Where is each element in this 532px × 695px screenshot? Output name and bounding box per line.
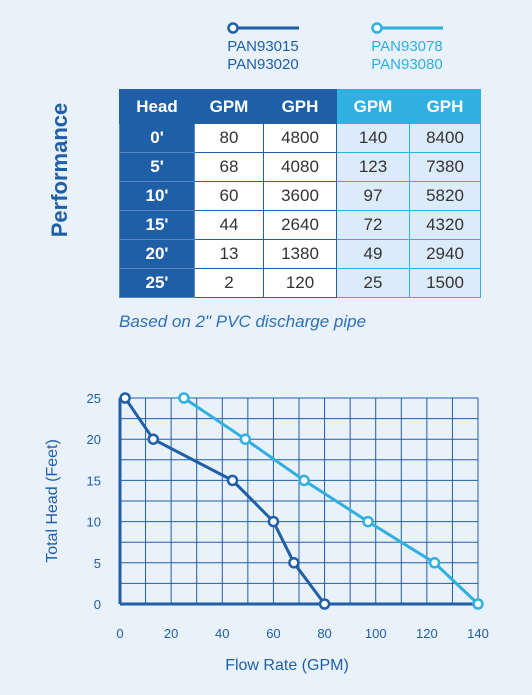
data-point: [428, 557, 441, 569]
legend-model: PAN93015: [227, 38, 299, 55]
table-cell: 49: [336, 239, 410, 269]
table-cell: 3600: [263, 181, 337, 211]
head-cell: 0': [119, 123, 195, 153]
table-row: 0' 80 4800 140 8400: [119, 123, 481, 153]
legend-model: PAN93080: [371, 56, 443, 73]
table-cell: 4800: [263, 123, 337, 153]
y-tick-label: 20: [87, 432, 101, 447]
table-cell: 97: [336, 181, 410, 211]
table-cell: 5820: [409, 181, 481, 211]
header-gpm: GPM: [194, 89, 264, 124]
table-cell: 80: [194, 123, 264, 153]
y-tick-label: 10: [87, 515, 101, 530]
header-gpm: GPM: [336, 89, 410, 124]
y-tick-label: 5: [94, 556, 101, 571]
table-cell: 2: [194, 268, 264, 298]
head-cell: 5': [119, 152, 195, 182]
table-cell: 1500: [409, 268, 481, 298]
table-cell: 44: [194, 210, 264, 240]
table-cell: 4080: [263, 152, 337, 182]
header-gph: GPH: [409, 89, 481, 124]
table-cell: 2640: [263, 210, 337, 240]
table-cell: 2940: [409, 239, 481, 269]
legend-line-icon: [371, 22, 443, 34]
side-title: Performance: [47, 102, 72, 238]
table-cell: 123: [336, 152, 410, 182]
series-line-2: [183, 396, 480, 606]
y-tick-label: 15: [87, 473, 101, 488]
data-point: [119, 392, 131, 404]
table-cell: 60: [194, 181, 264, 211]
x-tick-label: 100: [365, 626, 387, 641]
table-header-row: Head GPM GPH GPM GPH: [119, 89, 481, 124]
y-axis-label: Total Head (Feet): [44, 439, 61, 563]
data-point: [288, 557, 300, 569]
series-line-1: [123, 397, 326, 605]
x-tick-label: 20: [164, 626, 178, 641]
table-row: 25' 2 120 25 1500: [119, 268, 481, 298]
x-tick-label: 80: [317, 626, 331, 641]
table-row: 10' 60 3600 97 5820: [119, 181, 481, 211]
data-point: [362, 515, 374, 528]
head-cell: 20': [119, 239, 195, 269]
data-point: [239, 433, 252, 445]
pipe-note: Based on 2" PVC discharge pipe: [119, 312, 367, 331]
table-cell: 68: [194, 152, 264, 182]
data-point: [472, 598, 484, 610]
table-cell: 72: [336, 210, 410, 240]
legend-line-icon: [227, 22, 299, 34]
table-cell: 7380: [409, 152, 481, 182]
legend-model: PAN93020: [227, 56, 299, 73]
data-point: [226, 474, 239, 487]
performance-table: Head GPM GPH GPM GPH 0' 80 4800 140 8400…: [119, 89, 481, 298]
legend-series-1: PAN93015 PAN93020: [218, 22, 308, 74]
x-tick-label: 60: [266, 626, 280, 641]
data-point: [298, 474, 310, 487]
y-tick-label: 25: [87, 391, 101, 406]
table-cell: 25: [336, 268, 410, 298]
legend-series-2: PAN93078 PAN93080: [362, 22, 452, 74]
performance-chart: 0 20 40 60 80 100 120 140 0 5 10 15 20 25 Flow Rate (G…: [44, 391, 489, 674]
data-point: [318, 598, 331, 610]
head-cell: 25': [119, 268, 195, 298]
data-point: [267, 515, 280, 528]
x-tick-label: 140: [467, 626, 489, 641]
x-tick-label: 120: [416, 626, 438, 641]
table-cell: 4320: [409, 210, 481, 240]
x-axis-label: Flow Rate (GPM): [225, 657, 349, 674]
table-cell: 13: [194, 239, 264, 269]
table-row: 5' 68 4080 123 7380: [119, 152, 481, 182]
header-head: Head: [119, 89, 195, 124]
y-tick-label: 0: [94, 597, 101, 612]
table-row: 15' 44 2640 72 4320: [119, 210, 481, 240]
data-point: [178, 392, 190, 404]
x-tick-label: 40: [215, 626, 229, 641]
header-gph: GPH: [263, 89, 337, 124]
table-cell: 120: [263, 268, 337, 298]
table-row: 20' 13 1380 49 2940: [119, 239, 481, 269]
legend-model: PAN93078: [371, 38, 443, 55]
table-cell: 1380: [263, 239, 337, 269]
head-cell: 10': [119, 181, 195, 211]
head-cell: 15': [119, 210, 195, 240]
x-tick-label: 0: [116, 626, 123, 641]
table-cell: 140: [336, 123, 410, 153]
table-cell: 8400: [409, 123, 481, 153]
data-point: [147, 433, 159, 445]
